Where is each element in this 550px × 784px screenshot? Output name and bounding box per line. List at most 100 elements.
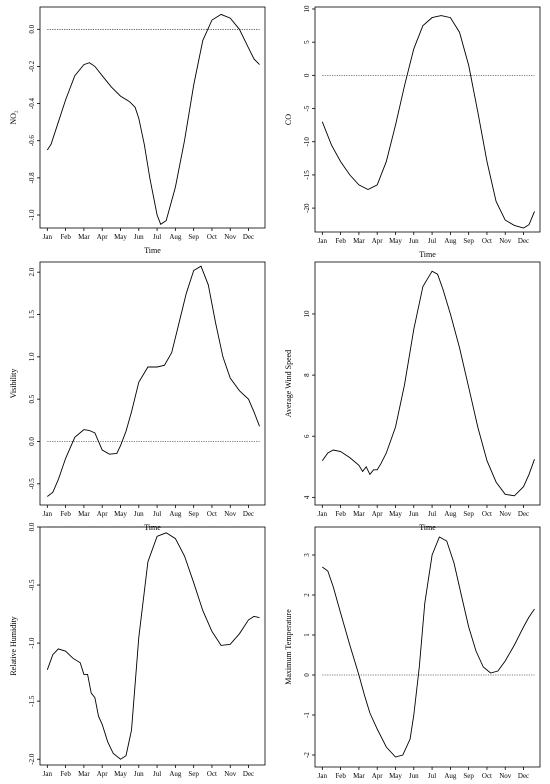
x-tick-label: Feb bbox=[335, 772, 346, 780]
x-tick-label: Dec bbox=[518, 772, 529, 780]
x-tick-label: Dec bbox=[243, 233, 254, 241]
y-tick-label: 8 bbox=[303, 373, 311, 377]
x-tick-label: Sep bbox=[188, 510, 199, 518]
y-tick-label: -1.5 bbox=[28, 695, 36, 707]
y-tick-label: -2.0 bbox=[28, 753, 36, 765]
x-tick-label: Nov bbox=[499, 510, 512, 518]
x-tick-label: Sep bbox=[463, 510, 474, 518]
series-line-1 bbox=[322, 536, 535, 758]
x-tick-label: Jul bbox=[153, 510, 161, 518]
x-tick-label: Oct bbox=[207, 233, 217, 241]
y-tick-label: 1.5 bbox=[28, 310, 36, 319]
x-tick-label: Sep bbox=[463, 772, 474, 780]
x-tick-label: Oct bbox=[482, 772, 492, 780]
chart-panel-6: Jan Feb Mar Apr May Jun Jul Aug Sep Oct Nov Dec 3 2 1 0… bbox=[284, 526, 541, 780]
x-tick-label: Feb bbox=[335, 510, 346, 518]
x-tick-label: Jul bbox=[428, 237, 436, 245]
x-tick-label: Sep bbox=[463, 237, 474, 245]
y-tick-label: 1.0 bbox=[28, 352, 36, 361]
x-tick-label: Aug bbox=[444, 772, 457, 780]
y-tick-label: -1.0 bbox=[28, 637, 36, 649]
x-tick-label: Mar bbox=[78, 510, 90, 518]
plot-frame bbox=[39, 526, 266, 766]
plot-frame bbox=[314, 261, 541, 506]
x-tick-label: Jun bbox=[134, 770, 144, 778]
x-tick-label: Aug bbox=[444, 237, 457, 245]
y-tick-label: -2 bbox=[303, 752, 311, 758]
x-tick-label: Aug bbox=[169, 233, 182, 241]
y-tick-label: 0 bbox=[303, 73, 311, 77]
x-tick-label: Nov bbox=[224, 233, 237, 241]
y-tick-label: -0.4 bbox=[28, 98, 36, 110]
plot-frame bbox=[314, 6, 541, 233]
plot-frame bbox=[314, 526, 541, 768]
x-tick-label: Jan bbox=[318, 772, 328, 780]
x-tick-label: May bbox=[389, 237, 402, 245]
x-tick-label: Feb bbox=[60, 233, 71, 241]
x-tick-label: Nov bbox=[499, 772, 512, 780]
x-tick-label: May bbox=[114, 510, 127, 518]
y-axis-title: Visibility bbox=[9, 369, 18, 399]
y-tick-label: -10 bbox=[303, 137, 311, 147]
y-tick-label: -1.0 bbox=[28, 209, 36, 221]
x-tick-label: Oct bbox=[207, 770, 217, 778]
plot-frame bbox=[39, 6, 266, 229]
x-tick-label: Dec bbox=[243, 510, 254, 518]
chart-panel-1: Jan Feb Mar Apr May Jun Jul Aug Sep Oct Nov Dec 0.0 -… bbox=[9, 6, 266, 255]
y-axis-title: CO bbox=[284, 114, 293, 125]
x-tick-label: Jul bbox=[428, 510, 436, 518]
y-tick-label: 10 bbox=[303, 310, 311, 318]
x-tick-label: Oct bbox=[207, 510, 217, 518]
x-tick-label: Nov bbox=[224, 510, 237, 518]
chart-panel-4: Jan Feb Mar Apr May Jun Jul Aug Sep Oct Nov Dec 10 8 6… bbox=[284, 261, 541, 532]
y-tick-label: 2.0 bbox=[28, 267, 36, 276]
x-tick-label: Apr bbox=[97, 510, 109, 518]
x-axis-title: Time bbox=[144, 523, 161, 532]
y-tick-label: -0.5 bbox=[28, 579, 36, 591]
x-axis-title: Time bbox=[144, 246, 161, 255]
x-tick-label: Jan bbox=[318, 237, 328, 245]
series-line-1 bbox=[321, 270, 535, 497]
y-tick-label: 3 bbox=[303, 553, 311, 557]
chart-panel-5: Jan Feb Mar Apr May Jun Jul Aug Sep Oct Nov Dec 0.0 -… bbox=[9, 522, 266, 784]
x-tick-label: Feb bbox=[335, 237, 346, 245]
x-tick-label: Jun bbox=[134, 233, 144, 241]
series-line-1 bbox=[47, 265, 260, 497]
x-axis-title: Time bbox=[419, 250, 436, 259]
y-tick-label: 0.0 bbox=[28, 522, 36, 531]
x-tick-label: Jul bbox=[153, 233, 161, 241]
y-tick-label: -0.5 bbox=[28, 478, 36, 490]
x-tick-label: May bbox=[389, 772, 402, 780]
x-tick-label: Oct bbox=[482, 510, 492, 518]
x-tick-label: Aug bbox=[444, 510, 457, 518]
y-tick-label: 0.0 bbox=[28, 24, 36, 33]
y-tick-label: 6 bbox=[303, 434, 311, 438]
y-tick-label: 5 bbox=[303, 40, 311, 44]
x-tick-label: Nov bbox=[499, 237, 512, 245]
plot-frame bbox=[39, 261, 266, 506]
x-tick-label: Sep bbox=[188, 770, 199, 778]
x-tick-label: Mar bbox=[78, 770, 90, 778]
x-tick-label: Mar bbox=[353, 237, 365, 245]
x-tick-label: Dec bbox=[518, 237, 529, 245]
y-tick-label: 0 bbox=[303, 673, 311, 677]
x-axis-title: Time bbox=[419, 523, 436, 532]
y-axis-title: NO₂ bbox=[9, 110, 18, 125]
x-tick-label: Jan bbox=[43, 770, 53, 778]
x-tick-label: Dec bbox=[243, 770, 254, 778]
x-tick-label: Jun bbox=[409, 772, 419, 780]
x-tick-label: Jan bbox=[43, 233, 53, 241]
x-tick-label: Apr bbox=[97, 233, 109, 241]
x-tick-label: Jun bbox=[409, 237, 419, 245]
x-tick-label: Jun bbox=[409, 510, 419, 518]
series-line-1 bbox=[46, 13, 260, 225]
y-tick-label: -0.2 bbox=[28, 60, 36, 72]
x-tick-label: Apr bbox=[372, 772, 384, 780]
x-tick-label: Feb bbox=[60, 510, 71, 518]
y-tick-label: 0.0 bbox=[28, 437, 36, 446]
x-tick-label: Aug bbox=[169, 510, 182, 518]
series-line-1 bbox=[46, 532, 260, 760]
chart-panel-3: Jan Feb Mar Apr May Jun Jul Aug Sep Oct Nov Dec 2.0 1… bbox=[9, 261, 266, 532]
x-tick-label: May bbox=[114, 770, 127, 778]
